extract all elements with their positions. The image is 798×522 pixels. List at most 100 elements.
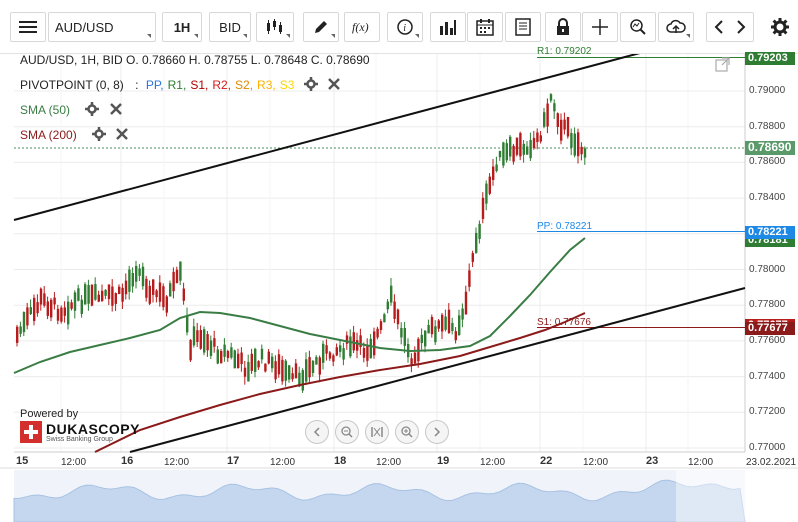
candle-body bbox=[396, 309, 400, 325]
pivot-legend: PIVOTPOINT (0, 8) : PP, R1, S1, R2, S2, R3, S3 bbox=[20, 77, 341, 92]
candle-body bbox=[410, 358, 413, 365]
close-icon[interactable] bbox=[115, 127, 129, 141]
candle-body bbox=[447, 309, 451, 334]
info-button[interactable]: i bbox=[387, 12, 423, 42]
chart-type-button[interactable] bbox=[256, 12, 294, 42]
candle-body bbox=[152, 279, 155, 295]
candle-body bbox=[434, 326, 437, 343]
volume-button[interactable] bbox=[430, 12, 466, 42]
candle-body bbox=[111, 286, 114, 306]
chevron-right-icon bbox=[434, 427, 441, 437]
candle-body bbox=[135, 265, 138, 282]
scroll-left-button[interactable] bbox=[305, 420, 329, 444]
candle-body bbox=[162, 286, 165, 308]
y-tick-label: 0.77400 bbox=[749, 370, 786, 382]
candle-body bbox=[420, 334, 423, 344]
candle-body bbox=[468, 270, 471, 287]
candle-body bbox=[549, 94, 553, 101]
sma200-label: SMA (200) bbox=[20, 128, 77, 142]
sma50-label: SMA (50) bbox=[20, 103, 71, 117]
chevron-down-icon bbox=[415, 34, 419, 38]
x-tick-label: 23.02.2021 bbox=[746, 457, 797, 468]
chevron-right-icon[interactable] bbox=[737, 20, 746, 34]
candle-body bbox=[560, 119, 563, 141]
close-icon[interactable] bbox=[327, 77, 341, 91]
candle-body bbox=[311, 360, 315, 374]
zoom-button[interactable] bbox=[620, 12, 656, 42]
upper-trendline bbox=[13, 44, 671, 221]
popout-icon[interactable] bbox=[714, 56, 732, 74]
brand-name: DUKASCOPY bbox=[46, 421, 140, 437]
timeframe-selector[interactable]: 1H bbox=[162, 12, 202, 42]
candle-body bbox=[373, 331, 376, 356]
sma200-line bbox=[94, 312, 586, 453]
x-tick-label: 12:00 bbox=[61, 457, 87, 468]
ohlc-legend: AUD/USD, 1H, BID O. 0.78660 H. 0.78755 L… bbox=[20, 53, 370, 67]
candle-body bbox=[114, 293, 117, 304]
candle-body bbox=[158, 282, 162, 302]
candle-body bbox=[332, 355, 335, 362]
chevron-down-icon bbox=[147, 34, 151, 38]
candle-body bbox=[274, 361, 277, 380]
current-price-box: 0.78690 bbox=[745, 141, 795, 155]
gear-icon[interactable] bbox=[303, 77, 318, 91]
candle-body bbox=[264, 363, 267, 372]
chevron-left-icon[interactable] bbox=[714, 20, 723, 34]
gear-icon[interactable] bbox=[92, 127, 107, 141]
candle-body bbox=[454, 331, 457, 341]
candle-body bbox=[243, 367, 247, 377]
candle-body bbox=[107, 284, 111, 300]
crosshair-button[interactable] bbox=[582, 12, 618, 42]
candle-body bbox=[284, 360, 287, 381]
zoom-in-button[interactable] bbox=[395, 420, 419, 444]
price-side-selector[interactable]: BID bbox=[209, 12, 251, 42]
pivot-item: S3 bbox=[279, 78, 295, 92]
candle-body bbox=[502, 142, 505, 166]
close-icon[interactable] bbox=[109, 102, 123, 116]
candle-body bbox=[101, 290, 104, 301]
candle-body bbox=[291, 373, 294, 380]
scroll-right-button[interactable] bbox=[425, 420, 449, 444]
powered-by-text: Powered by bbox=[20, 408, 79, 420]
gear-icon[interactable] bbox=[85, 102, 100, 116]
pp-level-label: PP: 0.78221 bbox=[537, 221, 593, 232]
candle-body bbox=[553, 103, 556, 112]
x-tick-label: 22 bbox=[540, 455, 553, 467]
candle-body bbox=[165, 296, 168, 313]
draw-tools-button[interactable] bbox=[303, 12, 339, 42]
candle-body bbox=[257, 361, 260, 368]
candle-body bbox=[400, 327, 403, 338]
pivot-item: R3, bbox=[257, 78, 276, 92]
candle-body bbox=[383, 314, 386, 323]
pencil-icon bbox=[315, 21, 327, 33]
candle-body bbox=[427, 324, 430, 334]
x-tick-label: 19 bbox=[437, 455, 450, 467]
x-tick-label: 12:00 bbox=[480, 457, 506, 468]
navigator-window bbox=[676, 470, 745, 522]
menu-button[interactable] bbox=[10, 12, 46, 42]
candle-body bbox=[172, 271, 175, 292]
lock-button[interactable] bbox=[545, 12, 581, 42]
reset-view-button[interactable] bbox=[365, 420, 389, 444]
candle-body bbox=[33, 297, 36, 322]
chevron-down-icon bbox=[331, 34, 335, 38]
x-tick-label: 16 bbox=[121, 455, 134, 467]
indicators-button[interactable]: f(x) bbox=[344, 12, 380, 42]
pivot-item: S1, bbox=[190, 78, 209, 92]
gear-icon bbox=[771, 18, 789, 36]
candle-body bbox=[430, 317, 434, 335]
candle-body bbox=[209, 340, 213, 356]
chart-nav-controls bbox=[305, 420, 449, 444]
report-button[interactable] bbox=[505, 12, 541, 42]
candle-body bbox=[294, 363, 298, 379]
pivot-item: PP, bbox=[145, 78, 164, 92]
settings-button[interactable] bbox=[766, 12, 794, 42]
upload-button[interactable] bbox=[658, 12, 694, 42]
calendar-button[interactable] bbox=[467, 12, 503, 42]
candle-body bbox=[240, 352, 243, 364]
candle-body bbox=[250, 353, 253, 371]
zoom-out-button[interactable] bbox=[335, 420, 359, 444]
candle-body bbox=[138, 268, 141, 276]
symbol-selector[interactable]: AUD/USD bbox=[48, 12, 156, 42]
